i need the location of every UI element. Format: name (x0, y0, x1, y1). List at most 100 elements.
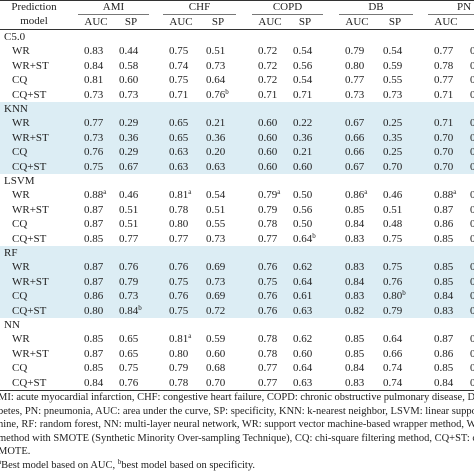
cell: 0.60 (293, 160, 313, 173)
cell-mark: b (312, 231, 316, 240)
cell-mark: a (364, 188, 368, 197)
group-header: PN (456, 1, 472, 13)
cell: 0.23 (470, 146, 474, 159)
footnote: betes, PN: pneumonia, AUC: area under th… (0, 405, 474, 417)
cell-mark: b (225, 87, 229, 96)
group-band (0, 246, 474, 318)
sub-header: AUC (345, 16, 369, 28)
group-name: KNN (4, 103, 28, 115)
cell: 0.53 (470, 45, 474, 58)
cell: 0.73 (383, 88, 403, 101)
cell-mark: a (453, 188, 457, 197)
cell: 0.83 (345, 290, 365, 303)
group-name: LSVM (4, 175, 35, 187)
group-rule (428, 14, 474, 15)
footnote: method with SMOTE (Synthetic Minority Ov… (0, 432, 474, 444)
cell: 0.76b (206, 88, 229, 102)
group-name: C5.0 (4, 31, 26, 43)
cell-value: 0.79 (258, 189, 278, 202)
cell-value: 0.84 (119, 304, 139, 317)
footnote-text: Best model based on AUC, (1, 460, 118, 471)
cell: 0.58 (119, 59, 139, 72)
cell-value: 0.81 (169, 189, 189, 202)
cell: 0.25 (383, 117, 403, 130)
cell: 0.73 (84, 88, 104, 101)
row-label: WR+ST (12, 203, 49, 216)
cell: 0.77 (434, 74, 454, 87)
row-label: WR (12, 45, 30, 58)
cell: 0.70 (434, 146, 454, 159)
cell: 0.80 (169, 218, 189, 231)
cell: 0.84 (345, 275, 365, 288)
footnote: MI: acute myocardial infarction, CHF: co… (0, 392, 474, 403)
cell: 0.50 (293, 189, 313, 202)
cell: 0.50 (293, 218, 313, 231)
cell: 0.87 (84, 347, 104, 360)
cell: 0.76 (169, 290, 189, 303)
cell: 0.59 (383, 59, 403, 72)
cell: 0.72 (206, 304, 226, 317)
row-label: CQ+ST (12, 88, 47, 101)
cell: 0.54 (383, 45, 403, 58)
cell: 0.73 (84, 131, 104, 144)
row-label: CQ (12, 290, 28, 303)
cell: 0.55 (206, 218, 226, 231)
row-label: WR (12, 333, 30, 346)
group-rule (78, 14, 149, 15)
cell: 0.29 (119, 146, 139, 159)
row-label: WR+ST (12, 59, 49, 72)
cell: 0.84 (345, 362, 365, 375)
cell: 0.63 (169, 146, 189, 159)
cell: 0.85 (434, 275, 454, 288)
cell: 0.70 (434, 160, 454, 173)
cell: 0.75 (169, 275, 189, 288)
cell: 0.62 (293, 333, 313, 346)
cell: 0.76 (119, 261, 139, 274)
group-header: CHF (188, 1, 211, 13)
group-name: NN (4, 319, 20, 331)
cell: 0.60 (119, 74, 139, 87)
cell: 0.87 (434, 333, 454, 346)
cell: 0.70 (383, 160, 403, 173)
cell: 0.21 (206, 117, 226, 130)
cell: 0.85 (345, 347, 365, 360)
cell: 0.65 (169, 117, 189, 130)
cell: 0.77 (258, 232, 278, 245)
cell: 0.36 (206, 131, 226, 144)
cell: 0.76 (470, 376, 474, 389)
cell: 0.52 (470, 203, 474, 216)
cell: 0.54 (293, 45, 313, 58)
cell: 0.78 (470, 304, 474, 317)
cell: 0.86 (434, 218, 454, 231)
cell: 0.86 (84, 290, 104, 303)
row-label: WR+ST (12, 347, 49, 360)
cell: 0.77 (470, 275, 474, 288)
cell: 0.79 (169, 362, 189, 375)
cell-mark: b (138, 303, 142, 312)
cell: 0.76 (84, 146, 104, 159)
bottom-rule (0, 390, 474, 391)
cell: 0.77 (258, 362, 278, 375)
cell-value: 0.64 (293, 232, 313, 245)
cell: 0.83 (84, 45, 104, 58)
cell: 0.86a (345, 188, 367, 202)
cell: 0.79a (258, 188, 280, 202)
footnote-mark: a (0, 458, 1, 466)
cell: 0.77 (84, 117, 104, 130)
cell: 0.63 (206, 160, 226, 173)
cell: 0.54 (206, 189, 226, 202)
cell: 0.51 (119, 203, 139, 216)
cell: 0.87 (434, 203, 454, 216)
cell: 0.70 (470, 88, 474, 101)
cell: 0.78 (169, 203, 189, 216)
cell: 0.69 (206, 261, 226, 274)
cell: 0.64 (293, 275, 313, 288)
cell: 0.85 (345, 203, 365, 216)
sub-header: AUC (84, 16, 108, 28)
cell: 0.57 (470, 74, 474, 87)
row-label: CQ (12, 74, 28, 87)
cell: 0.77 (345, 74, 365, 87)
cell: 0.65 (119, 347, 139, 360)
cell-value: 0.76 (206, 88, 226, 101)
cell: 0.60 (258, 146, 278, 159)
